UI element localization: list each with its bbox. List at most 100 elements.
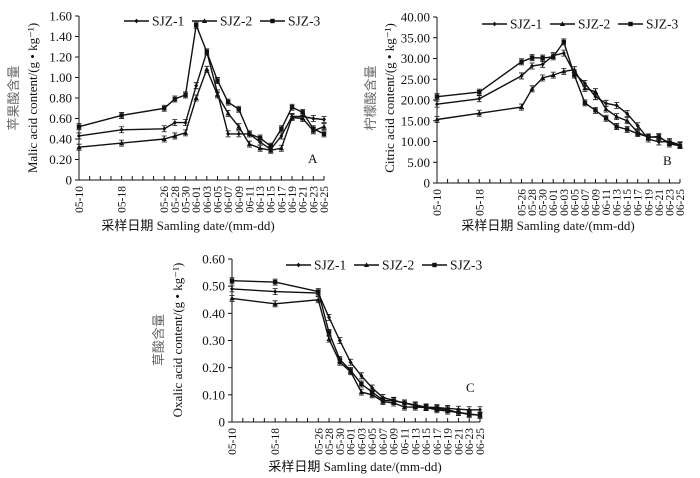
legend-marker [628,21,633,27]
data-point [300,110,305,115]
y-tick-label: 30.00 [401,51,430,66]
data-point [593,108,598,113]
data-point [359,373,364,379]
data-point [204,66,210,72]
panel-label-a: A [308,151,318,166]
data-point [182,130,189,135]
data-point [646,134,651,140]
data-point [193,95,199,100]
series-sjz-1 [229,285,483,414]
legend-label: SJZ-3 [646,17,679,32]
data-point [402,400,407,406]
x-tick-label: 06-11 [400,428,412,455]
x-tick-label: 05-10 [227,428,239,455]
x-tick-label: 06-03 [356,428,368,455]
legend-label: SJZ-1 [152,14,184,29]
data-point [572,72,577,78]
x-tick-label: 05-28 [324,428,336,455]
data-point [315,296,321,302]
data-point [561,39,566,45]
xlabel-a: 采样日期 Samling date/(mm-dd) [101,218,274,233]
y-tick-label: 5.00 [407,155,430,170]
chart-b-citric-acid: 柠檬酸含量 Citric acid content/(g • kg⁻¹) 采样日… [363,10,687,234]
legend-label: SJZ-2 [382,258,414,273]
data-point [582,81,587,86]
ylabel-c: Oxalic acid content/(g • kg⁻¹) [170,263,185,418]
legend-marker [363,262,370,267]
data-point [530,63,535,69]
x-tick-label: 06-09 [389,428,401,455]
legend-marker [559,21,566,26]
y-tick-label: 1.20 [49,50,72,65]
x-tick-label: 06-23 [664,189,676,216]
x-tick-label: 06-19 [287,186,299,213]
xlabel-b: 采样日期 Samling date/(mm-dd) [461,218,634,233]
ylabel-cn-c: 草酸含量 [151,314,166,366]
data-point [321,131,327,137]
data-point [582,100,588,106]
x-tick-label: 06-15 [266,186,278,213]
data-point [273,289,278,294]
data-point [119,113,124,118]
data-point [561,50,566,56]
x-tick-label: 05-10 [432,189,444,216]
data-point [326,336,332,342]
data-point [76,144,82,150]
data-point [551,54,556,60]
y-tick-label: 0.10 [202,387,225,402]
data-point [278,145,284,151]
x-tick-label: 06-17 [633,189,645,216]
data-point [311,126,316,131]
data-point [225,99,231,105]
x-tick-label: 06-11 [244,186,256,213]
y-tick-label: 0.20 [49,152,72,167]
data-point [614,124,619,129]
data-point [236,131,241,137]
series-line-sjz-2 [231,297,481,416]
data-point [467,411,472,417]
data-point [635,131,640,136]
x-tick-label: 05-30 [181,186,193,213]
x-tick-label: 06-19 [443,428,455,455]
legend-marker [296,262,301,268]
legend-marker [201,18,208,23]
data-point [614,113,620,119]
y-tick-label: 0 [66,173,73,188]
data-point [337,357,343,362]
data-point [540,55,545,61]
xlabel-c: 采样日期 Samling date/(mm-dd) [268,459,441,474]
y-tick-label: 0.60 [49,111,72,126]
data-point [380,398,386,403]
data-point [593,94,598,100]
data-point [550,72,556,78]
data-point [215,78,220,83]
data-point [272,301,278,306]
data-point [119,140,125,146]
series-line-sjz-1 [78,49,325,151]
data-point [391,398,396,404]
x-tick-label: 05-18 [270,428,282,455]
x-tick-label: 06-15 [421,428,433,455]
x-tick-label: 06-01 [346,428,358,455]
data-point [592,88,599,94]
y-tick-label: 35.00 [401,30,430,45]
data-point [478,407,482,413]
data-point [172,96,178,102]
data-point [401,404,408,410]
data-point [413,403,418,408]
data-point [204,49,210,55]
data-point [614,102,619,108]
data-point [183,92,188,98]
data-point [316,289,321,294]
data-point [279,133,284,139]
x-tick-label: 06-09 [234,186,246,213]
data-point [268,143,273,149]
data-point [322,117,326,122]
data-point [172,120,177,125]
data-point [172,133,178,138]
chart-a-malic-acid: 苹果酸含量 Malic acid content/(g • kg⁻¹) 采样日期… [6,9,331,234]
data-point [321,123,327,129]
data-point [311,116,316,121]
x-tick-label: 06-05 [569,189,581,216]
data-point [289,114,295,120]
